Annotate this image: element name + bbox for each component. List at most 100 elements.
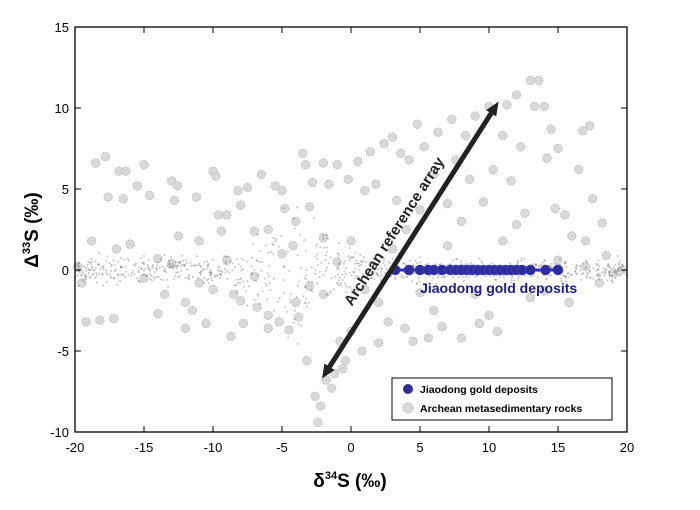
dense-cloud-dot: [608, 273, 611, 276]
dense-cloud-dot: [532, 262, 535, 265]
dense-cloud-dot: [304, 301, 307, 304]
dense-cloud-dot: [617, 267, 620, 270]
archean-point: [353, 156, 363, 167]
dense-cloud-dot: [167, 286, 170, 289]
dense-cloud-dot: [95, 281, 98, 284]
dense-cloud-dot: [495, 278, 498, 281]
dense-cloud-dot: [564, 280, 567, 283]
archean-point: [525, 292, 536, 303]
dense-cloud-dot: [613, 271, 616, 274]
dense-cloud-dot: [357, 268, 360, 271]
dense-cloud-dot: [373, 271, 376, 274]
dense-cloud-dot: [278, 297, 281, 300]
archean-point: [208, 284, 218, 295]
dense-cloud-dot: [257, 294, 260, 297]
dense-cloud-dot: [263, 277, 266, 280]
dense-cloud-dot: [585, 274, 588, 277]
archean-point: [238, 318, 249, 329]
dense-cloud-dot: [611, 281, 614, 284]
archean-point: [298, 148, 308, 159]
dense-cloud-dot: [109, 273, 112, 276]
x-label-rest: S (‰): [337, 471, 387, 492]
dense-cloud-dot: [379, 270, 382, 273]
dense-cloud-dot: [303, 285, 306, 288]
dense-cloud-dot: [272, 237, 275, 240]
archean-point: [340, 356, 351, 366]
dense-cloud-dot: [203, 276, 206, 279]
dense-cloud-dot: [319, 246, 322, 249]
dense-cloud-dot: [455, 258, 458, 261]
dense-cloud-dot: [134, 264, 137, 267]
dense-cloud-dot: [229, 260, 232, 263]
svg-text:Δ33S (‰): Δ33S (‰): [21, 192, 43, 268]
dense-cloud-dot: [378, 275, 381, 278]
dense-cloud-dot: [325, 254, 328, 257]
dense-cloud-dot: [493, 278, 496, 281]
archean-point: [216, 226, 226, 236]
dense-cloud-dot: [337, 266, 340, 269]
dense-cloud-dot: [374, 256, 377, 259]
dense-cloud-dot: [154, 266, 157, 269]
plot-frame: [74, 26, 628, 433]
dense-cloud-dot: [274, 240, 277, 243]
archean-point: [506, 176, 516, 186]
dense-cloud-dot: [575, 272, 578, 275]
dense-cloud-dot: [155, 276, 158, 279]
dense-cloud-dot: [209, 270, 212, 273]
dense-cloud-dot: [134, 262, 137, 265]
dense-cloud-dot: [256, 233, 259, 236]
x-tick-label: -10: [204, 440, 223, 455]
dense-cloud-dot: [498, 276, 501, 279]
dense-cloud-dot: [615, 273, 618, 276]
dense-cloud-dot: [125, 270, 128, 273]
dense-cloud-dot: [619, 259, 622, 262]
dense-cloud-dot: [523, 274, 526, 277]
archean-point: [288, 241, 298, 251]
dense-cloud-dot: [351, 256, 354, 259]
archean-point: [560, 210, 570, 220]
dense-cloud-dot: [269, 288, 272, 291]
dense-cloud-dot: [314, 272, 317, 275]
dense-cloud-dot: [195, 264, 198, 267]
dense-cloud-dot: [203, 260, 206, 263]
archean-point: [437, 322, 447, 332]
dense-cloud-dot: [150, 279, 153, 282]
dense-cloud-dot: [550, 265, 553, 268]
dense-cloud-dot: [318, 270, 321, 273]
dense-cloud-dot: [187, 275, 190, 278]
dense-cloud-dot: [163, 267, 166, 270]
dense-cloud-dot: [272, 243, 275, 246]
dense-cloud-dot: [242, 268, 245, 271]
dense-cloud-dot: [256, 274, 259, 277]
dense-cloud-dot: [451, 259, 454, 262]
dense-cloud-dot: [343, 270, 346, 273]
x-label-main: δ: [313, 471, 325, 492]
dense-cloud-dot: [435, 282, 438, 285]
dense-cloud-dot: [550, 262, 553, 265]
dense-cloud-dot: [217, 269, 220, 272]
dense-cloud-dot: [362, 256, 365, 259]
dense-cloud-dot: [110, 263, 113, 266]
dense-cloud-dot: [127, 259, 130, 262]
dense-cloud-dot: [617, 274, 620, 277]
archean-point: [274, 317, 284, 327]
dense-cloud-dot: [288, 269, 291, 272]
dense-cloud-dot: [235, 257, 238, 260]
dense-cloud-dot: [272, 309, 275, 312]
archean-point: [574, 164, 584, 175]
dense-cloud-dot: [237, 281, 240, 284]
arrow-head: [322, 363, 335, 379]
dense-cloud-dot: [464, 275, 467, 278]
dense-cloud-dot: [133, 273, 136, 276]
dense-cloud-dot: [282, 278, 285, 281]
archean-point: [332, 257, 342, 267]
dense-cloud-dot: [368, 261, 371, 264]
dense-cloud-dot: [188, 278, 191, 281]
dense-cloud-dot: [369, 268, 372, 271]
archean-point: [387, 132, 398, 142]
dense-cloud-dot: [619, 274, 622, 277]
dense-cloud-dot: [260, 260, 263, 263]
archean-point: [100, 151, 111, 162]
dense-cloud-dot: [614, 271, 617, 274]
archean-point: [429, 305, 439, 316]
